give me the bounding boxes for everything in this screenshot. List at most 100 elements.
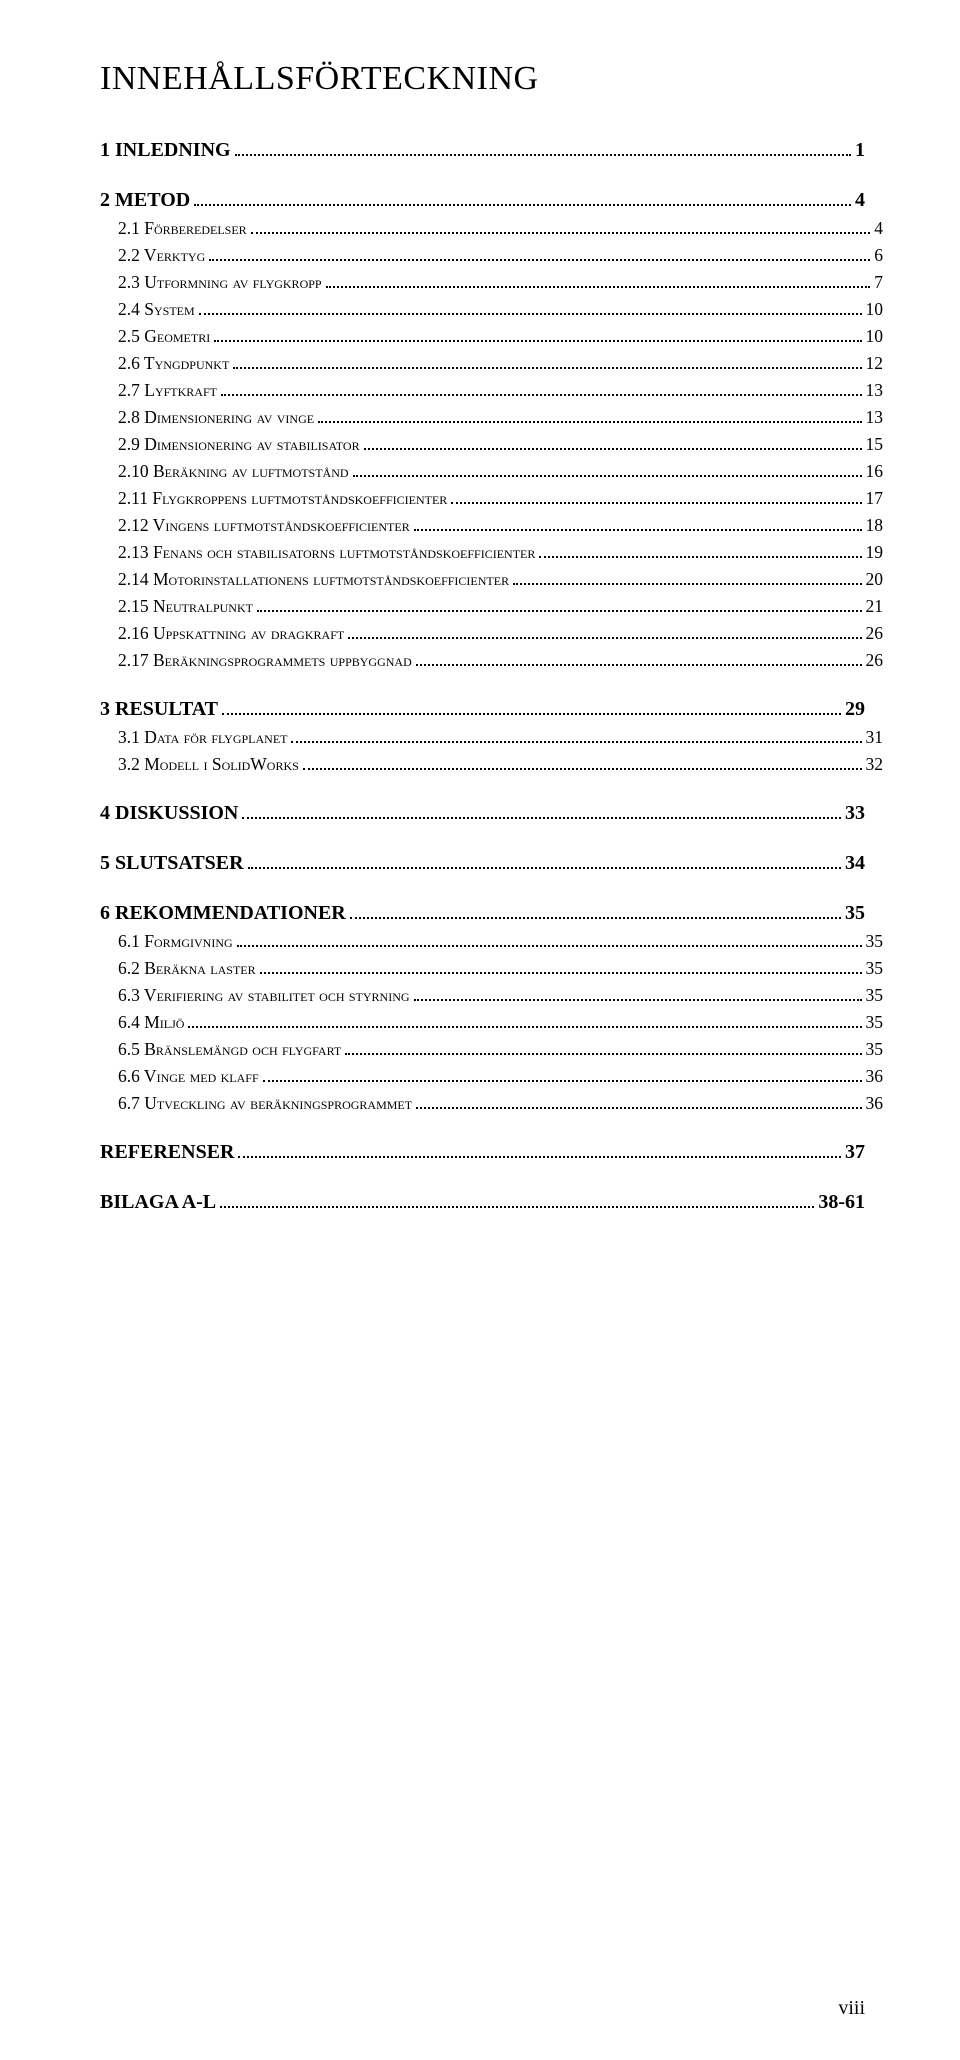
toc-leader-dots bbox=[263, 1066, 862, 1082]
toc-entry-label: 2.3 Utformning av flygkropp bbox=[118, 272, 322, 293]
toc-entry-page: 13 bbox=[866, 407, 884, 428]
toc-entry-label: BILAGA A-L bbox=[100, 1191, 216, 1214]
toc-leader-dots bbox=[222, 697, 841, 715]
toc-leader-dots bbox=[214, 326, 861, 342]
toc-entry-label: 1 INLEDNING bbox=[100, 139, 231, 162]
toc-entry-label: 2.8 Dimensionering av vinge bbox=[118, 407, 314, 428]
toc-leader-dots bbox=[364, 434, 862, 450]
toc-entry-page: 31 bbox=[866, 727, 884, 748]
toc-entry: 5 SLUTSATSER34 bbox=[100, 851, 865, 875]
toc-entry: 2.1 Förberedelser 4 bbox=[100, 218, 883, 239]
toc-entry: 3.1 Data för flygplanet 31 bbox=[100, 727, 883, 748]
toc-entry-page: 33 bbox=[845, 802, 865, 825]
toc-entry-page: 36 bbox=[866, 1066, 884, 1087]
toc-entry-page: 17 bbox=[866, 488, 884, 509]
toc-entry-page: 4 bbox=[855, 189, 865, 212]
toc-entry-page: 29 bbox=[845, 698, 865, 721]
toc-entry: 6.4 Miljö35 bbox=[100, 1012, 883, 1033]
toc-entry-page: 35 bbox=[845, 902, 865, 925]
toc-leader-dots bbox=[416, 1093, 861, 1109]
toc-entry-page: 1 bbox=[855, 139, 865, 162]
toc-entry: 2.9 Dimensionering av stabilisator 15 bbox=[100, 434, 883, 455]
toc-entry-page: 12 bbox=[866, 353, 884, 374]
toc-entry-page: 38-61 bbox=[818, 1191, 865, 1214]
toc-entry: 6.3 Verifiering av stabilitet och styrni… bbox=[100, 985, 883, 1006]
toc-leader-dots bbox=[220, 1190, 814, 1208]
toc-entry: 2.7 Lyftkraft 13 bbox=[100, 380, 883, 401]
toc-entry-page: 26 bbox=[866, 650, 884, 671]
toc-entry-label: 3 RESULTAT bbox=[100, 698, 218, 721]
toc-entry: 2.14 Motorinstallationens luftmotståndsk… bbox=[100, 569, 883, 590]
toc-entry-page: 15 bbox=[866, 434, 884, 455]
toc-entry-page: 7 bbox=[874, 272, 883, 293]
toc-leader-dots bbox=[303, 754, 862, 770]
toc-leader-dots bbox=[221, 380, 862, 396]
toc-entry-label: 2.15 Neutralpunkt bbox=[118, 596, 253, 617]
toc-entry: 6.2 Beräkna laster35 bbox=[100, 958, 883, 979]
toc-entry-label: 2 METOD bbox=[100, 189, 190, 212]
toc-entry: BILAGA A-L 38-61 bbox=[100, 1190, 865, 1214]
toc-entry-label: 6 REKOMMENDATIONER bbox=[100, 902, 346, 925]
toc-entry: 3.2 Modell i SolidWorks32 bbox=[100, 754, 883, 775]
table-of-contents: 1 INLEDNING 1 2 METOD 4 2.1 Förberedelser 4 2.… bbox=[100, 138, 865, 1214]
toc-entry-page: 35 bbox=[866, 931, 884, 952]
toc-leader-dots bbox=[513, 569, 861, 585]
toc-entry: 6.5 Bränslemängd och flygfart35 bbox=[100, 1039, 883, 1060]
toc-entry-page: 13 bbox=[866, 380, 884, 401]
toc-entry-label: 2.6 Tyngdpunkt bbox=[118, 353, 229, 374]
toc-entry: 2.15 Neutralpunkt21 bbox=[100, 596, 883, 617]
toc-entry-label: 3.1 Data för flygplanet bbox=[118, 727, 287, 748]
toc-entry-label: 2.14 Motorinstallationens luftmotståndsk… bbox=[118, 569, 509, 590]
toc-entry-page: 18 bbox=[866, 515, 884, 536]
toc-entry: 1 INLEDNING 1 bbox=[100, 138, 865, 162]
toc-leader-dots bbox=[345, 1039, 861, 1055]
toc-leader-dots bbox=[291, 727, 861, 743]
toc-entry-page: 10 bbox=[866, 326, 884, 347]
toc-entry: 2.16 Uppskattning av dragkraft26 bbox=[100, 623, 883, 644]
toc-leader-dots bbox=[188, 1012, 861, 1028]
toc-entry-label: 6.3 Verifiering av stabilitet och styrni… bbox=[118, 985, 410, 1006]
toc-entry-page: 19 bbox=[866, 542, 884, 563]
toc-entry-label: 4 DISKUSSION bbox=[100, 802, 238, 825]
toc-leader-dots bbox=[416, 650, 862, 666]
toc-entry: 2.4 System10 bbox=[100, 299, 883, 320]
toc-leader-dots bbox=[194, 188, 851, 206]
toc-entry: 6.6 Vinge med klaff 36 bbox=[100, 1066, 883, 1087]
toc-leader-dots bbox=[248, 851, 841, 869]
toc-leader-dots bbox=[414, 515, 862, 531]
toc-entry: 2 METOD 4 bbox=[100, 188, 865, 212]
toc-leader-dots bbox=[257, 596, 862, 612]
toc-leader-dots bbox=[260, 958, 862, 974]
toc-entry-page: 26 bbox=[866, 623, 884, 644]
toc-entry: 2.3 Utformning av flygkropp 7 bbox=[100, 272, 883, 293]
toc-entry-page: 37 bbox=[845, 1141, 865, 1164]
toc-entry-page: 36 bbox=[866, 1093, 884, 1114]
toc-entry-page: 4 bbox=[874, 218, 883, 239]
toc-entry: 2.17 Beräkningsprogrammets uppbyggnad 26 bbox=[100, 650, 883, 671]
toc-entry-label: 6.6 Vinge med klaff bbox=[118, 1066, 259, 1087]
toc-entry: 2.2 Verktyg6 bbox=[100, 245, 883, 266]
toc-entry-label: 2.1 Förberedelser bbox=[118, 218, 247, 239]
toc-leader-dots bbox=[353, 461, 862, 477]
toc-entry: 2.5 Geometri 10 bbox=[100, 326, 883, 347]
toc-entry: 2.12 Vingens luftmotståndskoefficienter1… bbox=[100, 515, 883, 536]
toc-entry: 2.11 Flygkroppens luftmotståndskoefficie… bbox=[100, 488, 883, 509]
toc-leader-dots bbox=[451, 488, 861, 504]
toc-entry: 2.10 Beräkning av luftmotstånd16 bbox=[100, 461, 883, 482]
toc-entry-label: 2.7 Lyftkraft bbox=[118, 380, 217, 401]
toc-entry-label: 2.5 Geometri bbox=[118, 326, 210, 347]
toc-entry: 4 DISKUSSION 33 bbox=[100, 801, 865, 825]
toc-leader-dots bbox=[318, 407, 861, 423]
toc-entry-page: 20 bbox=[866, 569, 884, 590]
toc-leader-dots bbox=[199, 299, 862, 315]
toc-entry-label: REFERENSER bbox=[100, 1141, 234, 1164]
toc-entry-label: 5 SLUTSATSER bbox=[100, 852, 244, 875]
toc-leader-dots bbox=[237, 931, 862, 947]
toc-entry-page: 35 bbox=[866, 1012, 884, 1033]
toc-entry-label: 2.9 Dimensionering av stabilisator bbox=[118, 434, 360, 455]
toc-entry-label: 2.17 Beräkningsprogrammets uppbyggnad bbox=[118, 650, 412, 671]
toc-entry-page: 32 bbox=[866, 754, 884, 775]
toc-leader-dots bbox=[233, 353, 861, 369]
toc-entry-page: 16 bbox=[866, 461, 884, 482]
toc-entry: 6.1 Formgivning35 bbox=[100, 931, 883, 952]
